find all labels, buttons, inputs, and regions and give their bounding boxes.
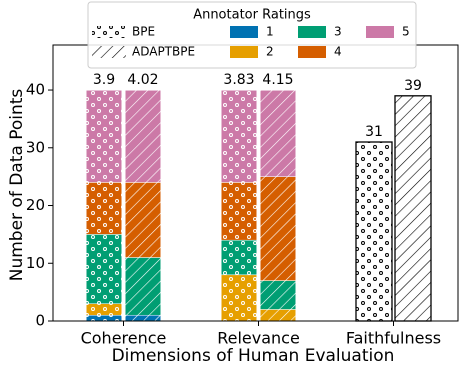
legend-swatch xyxy=(298,46,326,58)
legend-swatch xyxy=(230,26,258,38)
legend-label: ADAPTBPE xyxy=(132,45,195,59)
bar-label: 3.9 xyxy=(93,72,115,88)
legend-label: 3 xyxy=(334,25,342,39)
legend-title: Annotator Ratings xyxy=(193,8,311,23)
bar-segment xyxy=(85,234,123,304)
bar-segment xyxy=(259,280,297,310)
bar-segment xyxy=(85,314,123,322)
y-tick-label: 10 xyxy=(26,254,45,272)
x-tick-label: Coherence xyxy=(81,329,167,348)
bar-label: 39 xyxy=(404,78,422,94)
bar-segment xyxy=(85,89,123,183)
bar-label: 4.15 xyxy=(262,72,293,88)
x-tick-label: Faithfulness xyxy=(346,329,441,348)
legend-label: 2 xyxy=(266,45,274,59)
legend-label: 4 xyxy=(334,45,342,59)
bar-segment xyxy=(124,89,162,183)
bar-segment xyxy=(85,182,123,235)
bar-label: 4.02 xyxy=(127,72,158,88)
bar-segment xyxy=(124,314,162,322)
bar-segment xyxy=(259,309,297,322)
bar-segment xyxy=(124,257,162,316)
bar-segment xyxy=(85,303,123,316)
legend-swatch xyxy=(92,46,126,58)
bar-segment xyxy=(259,89,297,177)
bar-segment xyxy=(220,274,258,322)
y-tick-label: 0 xyxy=(35,312,45,330)
bar-label: 31 xyxy=(365,124,383,140)
legend-swatch xyxy=(298,26,326,38)
y-axis-label: Number of Data Points xyxy=(7,89,27,282)
legend-label: 1 xyxy=(266,25,274,39)
bar-segment xyxy=(220,89,258,183)
legend-swatch xyxy=(366,26,394,38)
legend-label: 5 xyxy=(402,25,410,39)
y-tick-label: 30 xyxy=(26,138,45,156)
bar-segment xyxy=(124,182,162,258)
bar-segment xyxy=(220,239,258,276)
bar-segment xyxy=(355,141,393,322)
x-axis-label: Dimensions of Human Evaluation xyxy=(112,346,395,366)
legend-label: BPE xyxy=(132,25,155,39)
legend-swatch xyxy=(230,46,258,58)
bar-segment xyxy=(259,176,297,281)
legend-swatch xyxy=(92,26,126,38)
bar-segment xyxy=(394,95,432,322)
y-tick-label: 20 xyxy=(26,196,45,214)
bar-segment xyxy=(220,182,258,241)
x-tick-label: Relevance xyxy=(217,329,300,348)
y-tick-label: 40 xyxy=(26,81,45,99)
bar-label: 3.83 xyxy=(223,72,254,88)
